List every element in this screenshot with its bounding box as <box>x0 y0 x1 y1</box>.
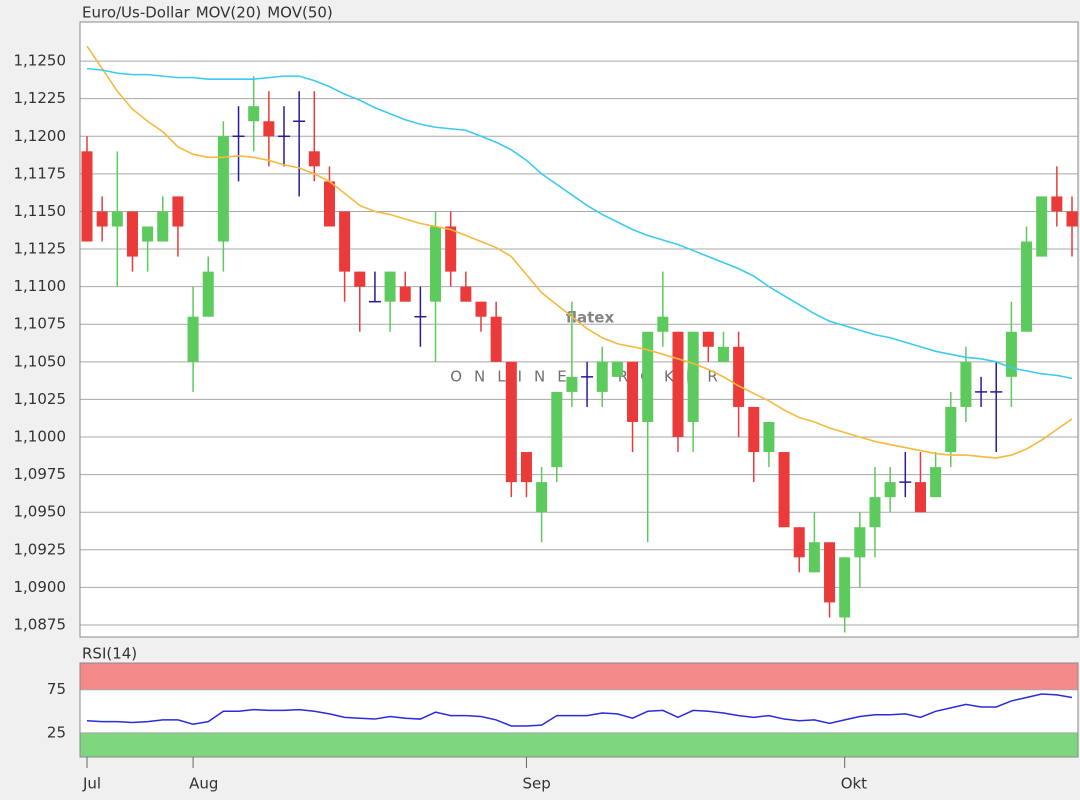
legend-entry: MOV(20) <box>196 4 262 22</box>
candle-body <box>808 542 820 573</box>
legend-entry: MOV(50) <box>267 4 333 22</box>
candle-body <box>960 361 972 407</box>
rsi-line <box>86 693 1073 727</box>
candle-body <box>566 376 578 392</box>
candle-body <box>354 271 366 287</box>
candle-body <box>869 497 881 528</box>
y-tick-label: 1,0875 <box>14 615 67 633</box>
candle-body <box>839 557 851 618</box>
chart-title: Euro/Us-Dollar <box>82 4 191 22</box>
candle-body <box>551 391 563 468</box>
moving-average-line <box>86 67 1073 380</box>
overbought-zone <box>80 663 1078 690</box>
candle-body <box>430 226 442 302</box>
candle-body <box>1051 196 1063 212</box>
candle-body <box>748 406 760 453</box>
y-tick-label: 1,1200 <box>14 127 67 145</box>
plot-border <box>79 21 1079 638</box>
candle-body <box>202 271 214 317</box>
candle-body <box>930 467 942 498</box>
candle-body <box>1066 211 1078 227</box>
y-tick-label: 1,1025 <box>14 390 67 408</box>
moving-average-line <box>86 45 1073 459</box>
y-tick-label: 25 <box>47 723 66 741</box>
y-tick-label: 1,1250 <box>14 52 67 70</box>
candle-body <box>672 331 684 438</box>
candle-body <box>657 316 669 332</box>
x-tick-label: Jul <box>82 775 101 793</box>
candle-body <box>793 527 805 558</box>
candle-body <box>642 331 654 422</box>
candle-body <box>520 452 532 483</box>
candle-body <box>217 136 229 242</box>
candle-body <box>914 482 926 513</box>
candle-body <box>854 527 866 558</box>
candle-body <box>717 346 729 362</box>
candle-body <box>1036 196 1048 257</box>
y-tick-label: 1,1100 <box>14 277 67 295</box>
candle-body <box>445 226 457 272</box>
candle-body <box>1005 331 1017 377</box>
candle-body <box>505 361 517 483</box>
candle-body <box>733 346 745 407</box>
candle-body <box>778 452 790 528</box>
y-tick-label: 1,0975 <box>14 465 67 483</box>
y-tick-label: 1,1075 <box>14 315 67 333</box>
y-tick-label: 1,1000 <box>14 428 67 446</box>
y-tick-label: 1,0900 <box>14 578 67 596</box>
candle-body <box>824 542 836 603</box>
candle-body <box>1021 241 1033 332</box>
candle-body <box>96 211 108 227</box>
plot-border <box>79 662 1079 758</box>
candle-body <box>627 361 639 422</box>
y-tick-label: 1,0925 <box>14 540 67 558</box>
candle-body <box>263 121 275 137</box>
candle-body <box>172 196 184 227</box>
candle-body <box>945 406 957 453</box>
candle-body <box>157 211 169 242</box>
candle-body <box>460 286 472 302</box>
candle-body <box>308 151 320 167</box>
candle-body <box>339 211 351 272</box>
candle-body <box>126 211 138 257</box>
y-tick-label: 1,1175 <box>14 164 67 182</box>
y-tick-label: 1,0950 <box>14 503 67 521</box>
oversold-zone <box>80 732 1078 757</box>
candle-body <box>884 482 896 498</box>
x-tick-label: Aug <box>189 775 218 793</box>
candle-body <box>384 271 396 302</box>
candle-body <box>323 181 335 227</box>
candle-body <box>187 316 199 362</box>
y-tick-label: 75 <box>47 680 66 698</box>
candle-body <box>611 361 623 377</box>
candle-body <box>81 151 93 242</box>
plot-area <box>79 21 1079 638</box>
x-tick-label: Sep <box>522 775 550 793</box>
y-tick-label: 1,1225 <box>14 89 67 107</box>
candle-body <box>596 361 608 392</box>
candle-body <box>475 301 487 317</box>
candle-body <box>763 421 775 453</box>
candle-body <box>536 482 548 513</box>
candle-body <box>111 211 123 227</box>
candle-body <box>702 331 714 347</box>
y-tick-label: 1,1050 <box>14 352 67 370</box>
candle-body <box>248 106 260 122</box>
y-tick-label: 1,1150 <box>14 202 67 220</box>
candle-body <box>142 226 154 242</box>
panel-title: RSI(14) <box>82 645 137 663</box>
y-tick-label: 1,1125 <box>14 240 67 258</box>
candle-body <box>399 286 411 302</box>
candle-body <box>490 316 502 362</box>
x-tick-label: Okt <box>841 775 867 793</box>
candle-body <box>687 331 699 422</box>
